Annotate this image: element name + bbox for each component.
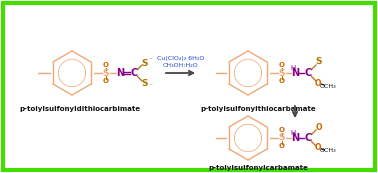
Text: N: N [291,133,299,143]
Text: O: O [103,78,109,84]
Text: S: S [279,69,285,78]
Text: O: O [279,62,285,68]
Text: OCH₃: OCH₃ [320,148,336,153]
Text: O: O [103,62,109,68]
Text: O: O [279,127,285,133]
Text: C: C [304,133,311,143]
Text: O: O [279,143,285,149]
Text: H: H [290,65,296,71]
Text: O: O [279,78,285,84]
Text: S: S [142,58,148,67]
Text: OCH₃: OCH₃ [320,84,336,89]
Text: C: C [130,68,138,78]
Text: S: S [103,69,109,78]
Text: C: C [304,68,311,78]
Text: Cu(ClO₄)₂ 6H₂O
CH₃OH:H₂O: Cu(ClO₄)₂ 6H₂O CH₃OH:H₂O [157,56,204,68]
Text: ⁻: ⁻ [148,56,152,65]
Text: O: O [315,143,321,153]
Text: ⁻: ⁻ [148,81,152,90]
Text: N: N [116,68,124,78]
Text: N: N [291,68,299,78]
Text: p-tolylsulfonylthiocarbamate: p-tolylsulfonylthiocarbamate [200,106,316,112]
Text: H: H [290,130,296,136]
Text: O: O [316,122,322,131]
Text: O: O [315,79,321,88]
Text: S: S [142,79,148,88]
Text: p-tolylsulfonyldithiocarbimate: p-tolylsulfonyldithiocarbimate [19,106,141,112]
Text: p-tolylsulfonylcarbamate: p-tolylsulfonylcarbamate [208,165,308,171]
Text: S: S [279,134,285,143]
Text: S: S [316,57,322,66]
